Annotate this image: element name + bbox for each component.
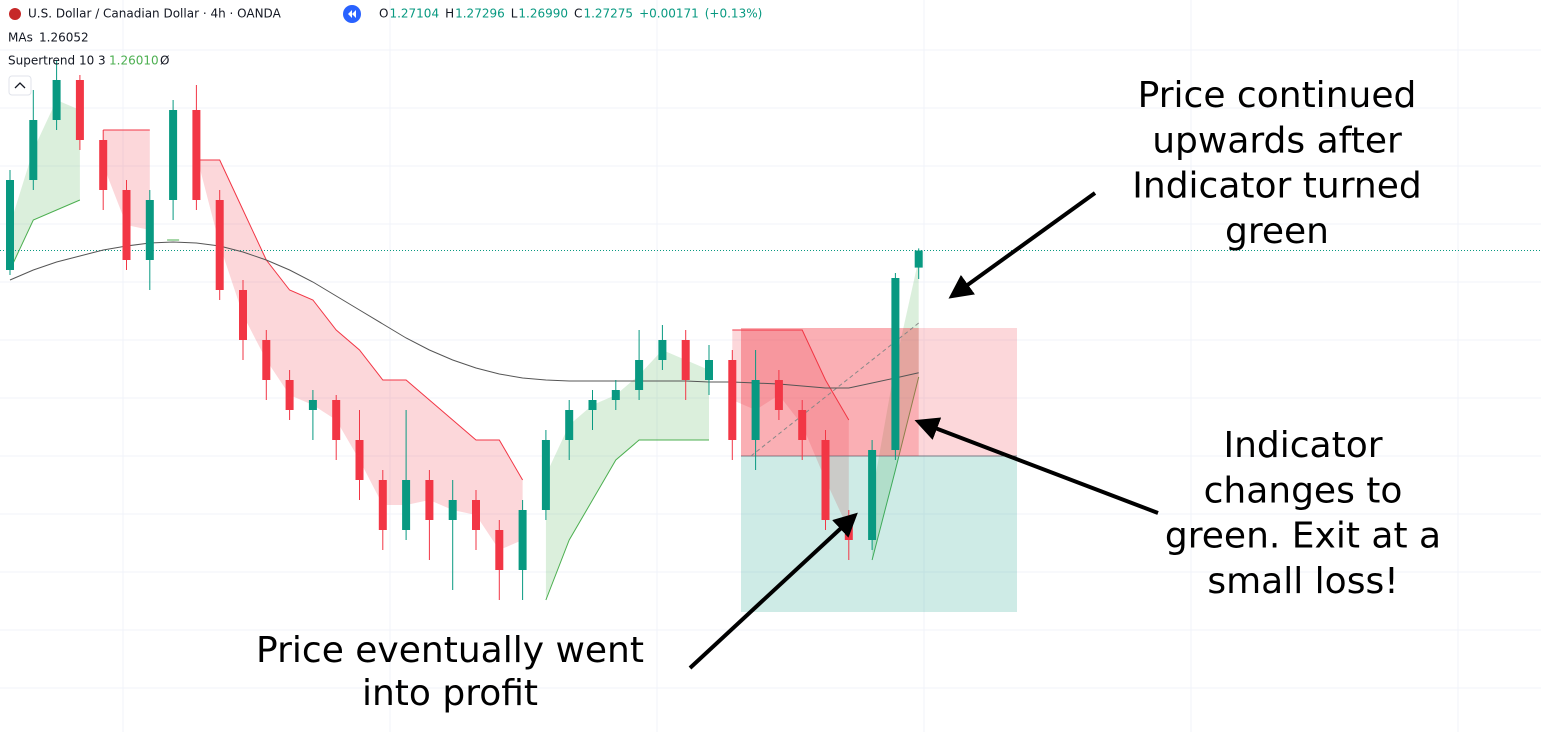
supertrend-line (9, 199, 81, 271)
candle-body (378, 480, 387, 530)
candle-body (122, 190, 131, 260)
change-value: +0.00171 (639, 7, 699, 21)
candle-body (29, 120, 38, 180)
supertrend-line (871, 376, 920, 561)
candle-body (402, 480, 411, 530)
candle-body (495, 530, 504, 570)
indicator-suffix: Ø (160, 54, 169, 68)
trade-link (750, 322, 920, 457)
candle-body (728, 360, 737, 440)
annotation-line: upwards after (1152, 120, 1402, 161)
annotation-line: green. Exit at a (1165, 516, 1441, 557)
candle-body (611, 390, 620, 400)
replay-icon (348, 10, 356, 18)
ohlc-label: C (574, 7, 582, 21)
candle-body (355, 440, 364, 480)
candle-body (448, 500, 457, 520)
annotation-line: changes to (1204, 470, 1403, 511)
candle-body (705, 360, 713, 380)
candle-body (262, 340, 271, 380)
arrow (948, 191, 1097, 299)
ma-line (9, 241, 919, 389)
candle-body (52, 80, 61, 120)
candle-body (145, 200, 154, 260)
candle-body (868, 450, 877, 540)
ohlc-value: 1.27296 (455, 7, 505, 21)
change-pct: (+0.13%) (705, 7, 763, 21)
trend-fill (732, 330, 849, 530)
candle-body (565, 410, 574, 440)
open-loss (741, 328, 919, 456)
candle-body (215, 200, 224, 290)
indicator-label: MAs (8, 31, 33, 45)
annotation-line: Indicator turned (1132, 166, 1421, 207)
plot-area (0, 60, 1541, 612)
ohlc-label: L (511, 7, 518, 21)
supertrend-line (732, 329, 850, 421)
candle-body (751, 380, 760, 440)
collapse-button[interactable] (8, 75, 32, 96)
target-zone (741, 456, 1017, 612)
ohlc-label: H (445, 7, 454, 21)
supertrend-line (545, 439, 709, 601)
candle-body (99, 140, 108, 190)
annotation-line: Indicator (1223, 425, 1382, 466)
annotation-line: green (1225, 211, 1329, 252)
arrow (914, 417, 1159, 515)
trend-fill (196, 155, 523, 550)
trend-fill (10, 100, 80, 270)
candle-body (891, 278, 900, 450)
ohlc: O 1.27104 H 1.27296 L 1.26990 C 1.27275 +0.00171… (379, 7, 762, 21)
candle-body (774, 380, 783, 410)
annotation-line: into profit (362, 673, 538, 714)
candle-body (332, 400, 341, 440)
candle-body (798, 410, 807, 440)
candle-body (425, 480, 434, 520)
candle-body (681, 340, 690, 380)
trend-fill (545, 350, 709, 600)
ohlc-value: 1.27275 (583, 7, 633, 21)
candle-body (192, 110, 201, 200)
candle-body (308, 400, 317, 410)
indicator-value: 1.26052 (39, 31, 89, 45)
symbol: U.S. Dollar / Canadian Dollar · 4h · OAN… (28, 7, 282, 21)
annotation-line: Price eventually went (256, 630, 644, 671)
supertrend-line (196, 159, 524, 481)
candle-body (821, 440, 830, 520)
ohlc-label: O (379, 7, 388, 21)
candle-body (239, 290, 247, 340)
candle-body (285, 380, 294, 410)
candle-body (472, 500, 480, 530)
flag-icon (9, 8, 21, 20)
candle-body (635, 360, 644, 390)
candle-body (658, 340, 667, 360)
candle-body (541, 440, 550, 510)
candle-body (588, 400, 597, 410)
ohlc-value: 1.26990 (518, 7, 568, 21)
candle-body (6, 180, 14, 270)
candle-body (914, 250, 923, 268)
candle-body (75, 80, 84, 140)
header: U.S. Dollar / Canadian Dollar · 4h · OAN… (8, 5, 762, 96)
annotation-line: Price continued (1138, 75, 1417, 116)
indicator-label: Supertrend 10 3 (8, 54, 106, 68)
stop-zone (741, 328, 1017, 456)
ohlc-value: 1.27104 (389, 7, 439, 21)
collapse-icon (14, 82, 26, 89)
annotation-line: small loss! (1207, 561, 1398, 602)
candle-body (518, 510, 527, 570)
indicator-value: 1.26010 (109, 54, 159, 68)
arrow (688, 512, 858, 670)
candle-body (169, 110, 178, 200)
